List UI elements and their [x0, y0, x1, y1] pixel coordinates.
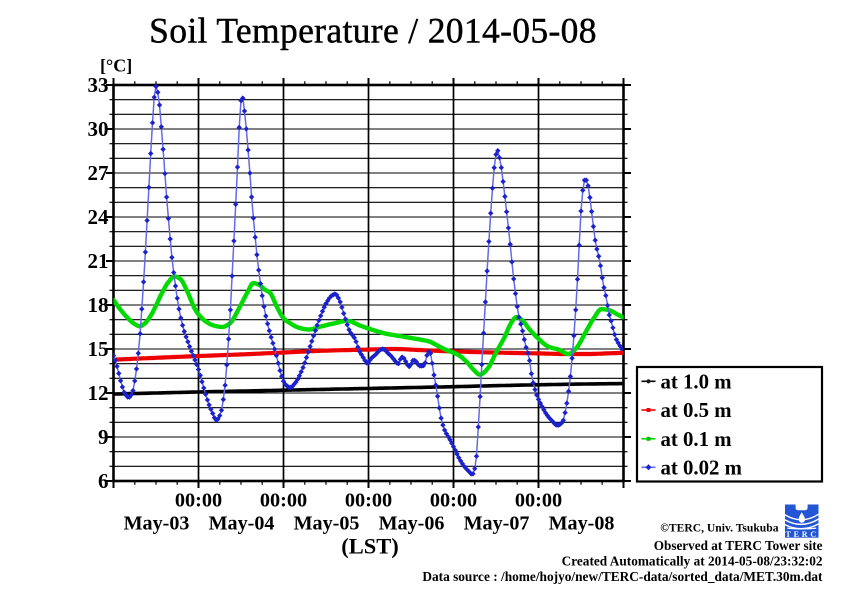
svg-text:Created Automatically at 2014-: Created Automatically at 2014-05-08/23:3… [562, 554, 823, 569]
svg-text:May-03: May-03 [124, 513, 190, 535]
svg-text:May-07: May-07 [464, 513, 530, 535]
svg-text:May-08: May-08 [549, 513, 615, 535]
svg-text:(LST): (LST) [341, 534, 399, 559]
svg-text:Data source : /home/hojyo/new/: Data source : /home/hojyo/new/TERC-data/… [422, 569, 823, 584]
svg-text:TERC: TERC [785, 530, 818, 539]
svg-text:6: 6 [98, 469, 109, 493]
svg-text:[°C]: [°C] [100, 56, 132, 76]
svg-text:at 1.0 m: at 1.0 m [661, 370, 732, 393]
svg-text:00:00: 00:00 [175, 490, 222, 512]
svg-text:27: 27 [88, 161, 109, 185]
svg-text:May-05: May-05 [294, 513, 360, 535]
svg-text:24: 24 [88, 205, 110, 229]
svg-text:18: 18 [88, 293, 109, 317]
svg-text:at 0.5 m: at 0.5 m [661, 399, 732, 422]
svg-text:00:00: 00:00 [430, 490, 477, 512]
svg-text:Soil Temperature / 2014-05-08: Soil Temperature / 2014-05-08 [149, 11, 597, 51]
svg-text:33: 33 [88, 73, 109, 97]
svg-text:30: 30 [88, 117, 109, 141]
svg-text:at 0.1 m: at 0.1 m [661, 428, 732, 451]
svg-text:15: 15 [88, 337, 109, 361]
svg-text:at 0.02 m: at 0.02 m [661, 456, 742, 479]
svg-text:00:00: 00:00 [345, 490, 392, 512]
svg-text:Observed at TERC Tower site: Observed at TERC Tower site [654, 538, 823, 553]
svg-text:00:00: 00:00 [515, 490, 562, 512]
svg-text:May-06: May-06 [379, 513, 445, 535]
svg-text:©TERC, Univ. Tsukuba: ©TERC, Univ. Tsukuba [660, 522, 778, 535]
svg-text:21: 21 [88, 249, 109, 273]
svg-text:May-04: May-04 [209, 513, 275, 535]
svg-text:00:00: 00:00 [260, 490, 307, 512]
svg-text:9: 9 [98, 425, 109, 449]
svg-text:12: 12 [88, 381, 109, 405]
